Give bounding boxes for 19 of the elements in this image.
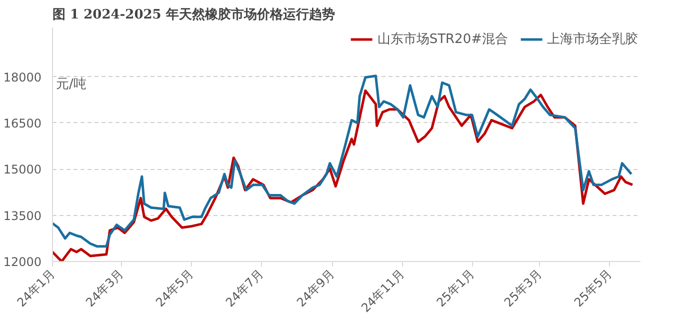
x-tick-label: 24年11月 bbox=[358, 266, 408, 315]
legend-label: 山东市场STR20#混合 bbox=[377, 31, 508, 48]
y-tick-label: 16500 bbox=[3, 116, 42, 130]
y-tick-label: 15000 bbox=[3, 162, 42, 177]
y-tick-label: 18000 bbox=[3, 70, 42, 84]
x-tick-label: 24年7月 bbox=[222, 266, 266, 310]
y-axis-title: 元/吨 bbox=[56, 76, 86, 92]
legend-label: 上海市场全乳胶 bbox=[547, 31, 638, 48]
x-tick-label: 25年3月 bbox=[502, 266, 545, 310]
x-tick-label: 24年5月 bbox=[153, 266, 196, 310]
x-tick-label: 25年1月 bbox=[434, 266, 477, 310]
chart-title: 图 1 2024-2025 年天然橡胶市场价格运行趋势 bbox=[52, 6, 335, 22]
line-series bbox=[52, 74, 633, 248]
x-tick-label: 24年9月 bbox=[294, 266, 338, 310]
y-tick-label: 12000 bbox=[3, 255, 42, 269]
x-tick-label: 25年5月 bbox=[571, 266, 614, 310]
x-tick-label: 24年1月 bbox=[14, 266, 58, 310]
x-tick-label: 24年3月 bbox=[83, 266, 126, 310]
y-tick-label: 13500 bbox=[3, 208, 42, 223]
